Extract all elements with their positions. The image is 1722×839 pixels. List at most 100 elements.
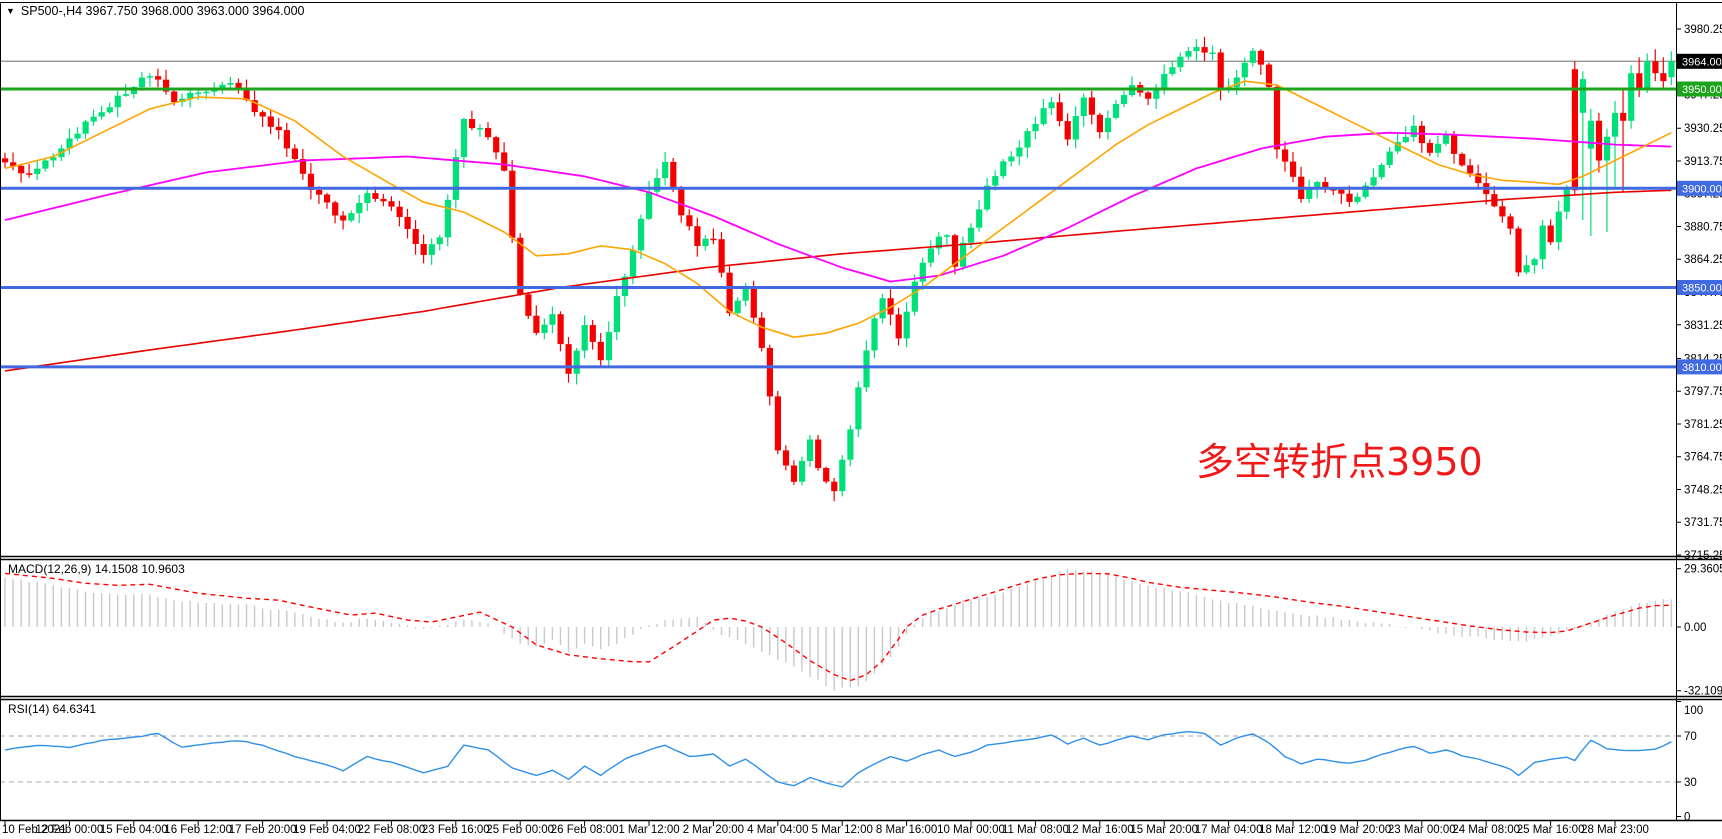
candle <box>1370 177 1377 186</box>
candle <box>1306 187 1313 199</box>
candle <box>638 218 645 251</box>
candle <box>871 318 878 351</box>
candle <box>468 119 476 129</box>
candle <box>766 347 773 397</box>
candle <box>283 130 290 149</box>
candle <box>1434 143 1442 153</box>
candle <box>428 244 435 255</box>
y-axis-label: 3930.250 <box>1684 123 1722 135</box>
candle <box>1249 50 1256 63</box>
candle <box>90 116 97 122</box>
candle <box>501 152 508 171</box>
price-annotation: 多空转折点3950 <box>1196 440 1483 484</box>
rsi-panel <box>0 730 1676 788</box>
candle <box>525 294 532 316</box>
candle <box>444 199 451 238</box>
price-badge-label: 3900.000 <box>1682 183 1722 195</box>
horizontal-level-lines[interactable] <box>0 87 1676 369</box>
candle <box>887 298 894 315</box>
candle <box>74 133 81 139</box>
x-axis-label: 4 Mar 04:00 <box>747 824 808 836</box>
candle <box>742 287 749 301</box>
candle <box>1531 259 1538 266</box>
candle <box>968 227 975 243</box>
candle <box>340 215 347 221</box>
candle <box>951 235 959 267</box>
price-badge-label: 3964.000 <box>1682 56 1722 68</box>
candle <box>106 107 113 113</box>
candle <box>1523 265 1530 273</box>
y-axis-label: 3880.750 <box>1684 221 1722 233</box>
rsi-axis-label: 0 <box>1684 812 1690 824</box>
candle <box>517 237 524 295</box>
candle <box>1443 135 1450 144</box>
candle <box>291 148 298 159</box>
candle <box>477 128 484 130</box>
candle <box>839 459 846 492</box>
candle <box>670 161 677 190</box>
candle <box>1112 104 1120 118</box>
candle <box>356 203 363 214</box>
candle <box>1555 211 1562 243</box>
candle <box>460 119 468 158</box>
x-axis-label: 10 Mar 00:00 <box>937 824 1005 836</box>
candle <box>243 89 250 101</box>
candle <box>412 229 419 244</box>
candle <box>1668 61 1675 78</box>
collapse-indicator-icon[interactable]: ▼ <box>6 6 15 16</box>
candle <box>1145 92 1152 99</box>
price-badge-label: 3810.000 <box>1682 362 1722 374</box>
price-axis[interactable]: 3980.2503947.2503930.2503913.7503897.250… <box>1676 24 1722 562</box>
candle <box>823 468 830 482</box>
rsi-axis-label: 70 <box>1684 731 1697 743</box>
candle <box>1499 206 1506 217</box>
candle <box>1660 73 1667 82</box>
candle <box>267 116 274 127</box>
candle <box>1008 156 1015 162</box>
ma-mid-line <box>4 131 1672 283</box>
x-axis-label: 11 Mar 08:00 <box>1002 824 1069 836</box>
y-axis-label: 3781.250 <box>1684 419 1722 431</box>
candle <box>1080 97 1087 117</box>
candle <box>903 311 910 339</box>
candle <box>420 244 427 255</box>
symbol-ohlc-label: ▼ SP500-,H4 3967.750 3968.000 3963.000 39… <box>6 4 305 18</box>
candle <box>1386 151 1393 165</box>
candle <box>1273 86 1281 150</box>
candle <box>1451 135 1458 154</box>
candle <box>1282 149 1289 162</box>
candle <box>1040 108 1047 124</box>
candle <box>235 82 242 90</box>
candle <box>1193 47 1200 51</box>
candle <box>702 238 709 247</box>
candle <box>227 82 234 85</box>
rsi-axis[interactable]: 100 70 30 0 <box>1676 701 1703 824</box>
candle <box>1330 189 1337 191</box>
candle <box>613 296 620 333</box>
candle <box>662 161 669 178</box>
candle <box>1209 52 1216 54</box>
candle <box>1587 120 1595 149</box>
candle <box>436 237 443 245</box>
candle <box>372 193 379 199</box>
candle <box>348 213 355 221</box>
x-axis-label: 5 Mar 12:00 <box>812 824 873 836</box>
candle <box>82 121 89 134</box>
x-axis-label: 17 Feb 20:00 <box>229 824 297 836</box>
candle <box>1362 185 1369 197</box>
candle <box>1354 196 1361 202</box>
candle <box>114 95 121 108</box>
candle <box>589 325 596 342</box>
candle <box>605 332 612 361</box>
y-axis-label: 3797.750 <box>1684 386 1722 398</box>
y-axis-label: 3715.250 <box>1684 550 1722 562</box>
candle <box>1563 188 1570 212</box>
candle <box>138 77 146 88</box>
candle <box>1104 117 1112 133</box>
macd-axis[interactable]: 29.3605 0.00 -32.1096 <box>1676 564 1722 698</box>
candle <box>863 350 870 388</box>
x-axis-label: 25 Mar 16:00 <box>1517 824 1585 836</box>
